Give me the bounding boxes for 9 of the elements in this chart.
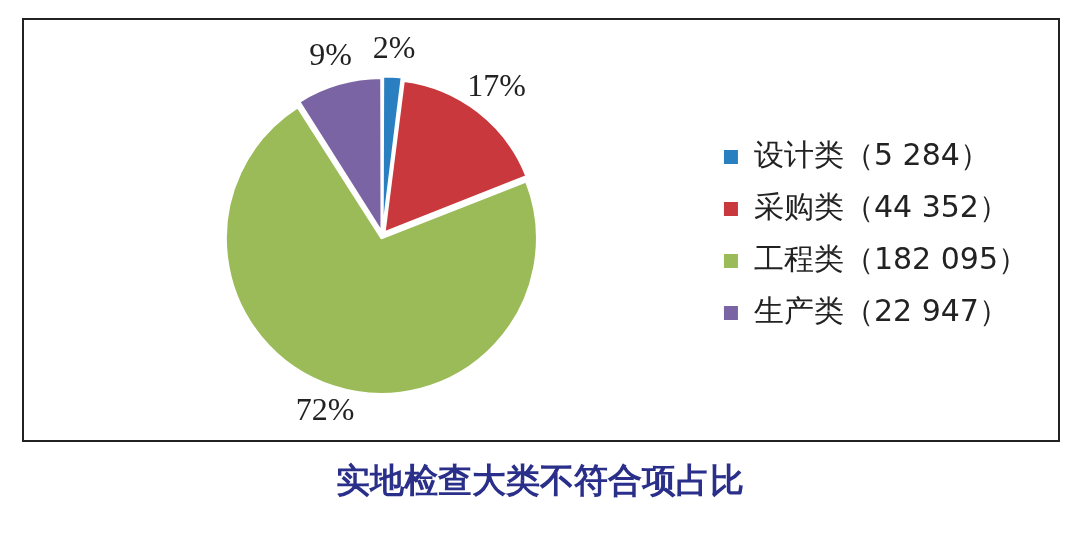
legend-label: 设计类（5 284）: [753, 136, 990, 172]
data-label: 2%: [372, 28, 416, 65]
legend-label: 工程类（182 095）: [753, 240, 1028, 276]
data-label: 17%: [467, 67, 526, 104]
text: 实地检查大类不符合项占比: [335, 459, 745, 502]
legend-label: 生产类（22 947）: [753, 292, 1009, 328]
data-label: 72%: [295, 391, 355, 428]
data-label: 9%: [309, 35, 352, 72]
legend-label: 采购类（44 352）: [753, 188, 1009, 224]
